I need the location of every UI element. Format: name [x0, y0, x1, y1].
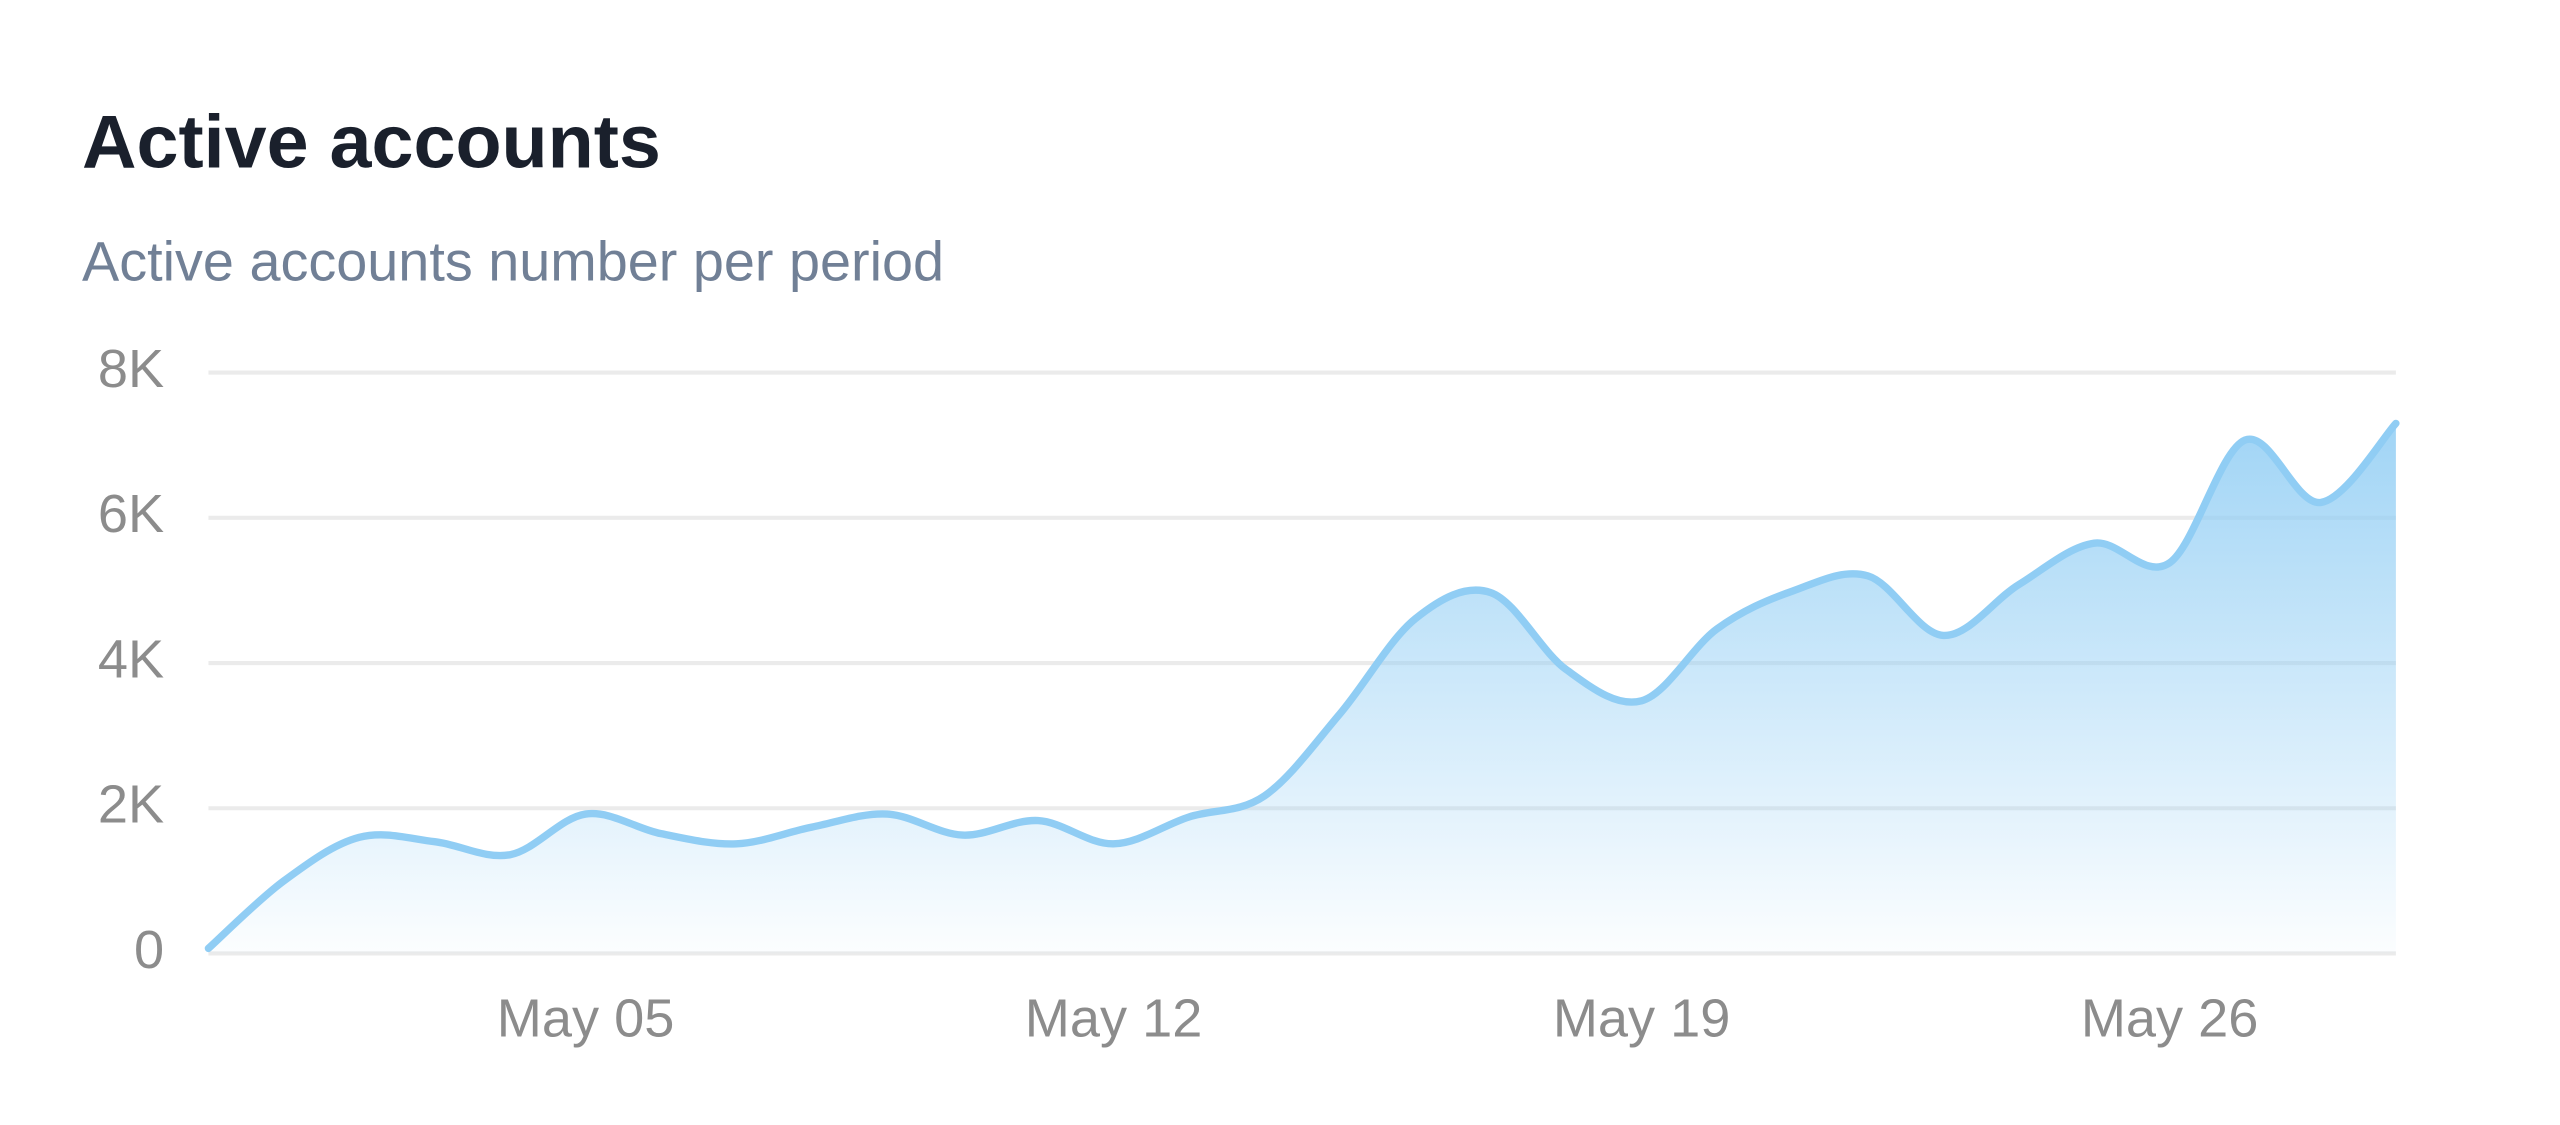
x-tick-label: May 12 [1025, 989, 1203, 1049]
y-tick-label: 8K [98, 339, 164, 399]
line [204, 419, 2400, 953]
x-tick-label: May 26 [2081, 989, 2259, 1049]
area [208, 423, 2396, 954]
chart-subtitle: Active accounts number per period [82, 230, 944, 293]
y-tick-label: 2K [98, 775, 164, 835]
x-tick-label: May 19 [1553, 989, 1731, 1049]
y-tick-label: 6K [98, 484, 164, 544]
y-tick-label: 4K [98, 629, 164, 689]
chart-title: Active accounts [82, 99, 661, 183]
y-tick-label: 0 [134, 920, 164, 980]
x-tick-label: May 05 [497, 989, 675, 1049]
